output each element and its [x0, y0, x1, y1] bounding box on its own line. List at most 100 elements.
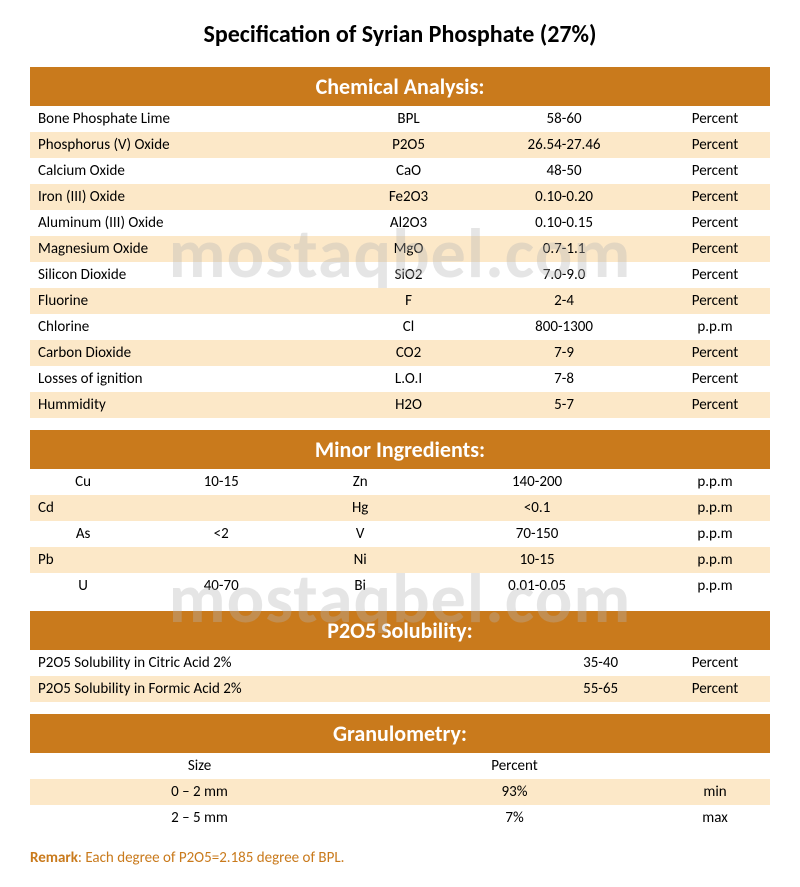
chem-name: Carbon Dioxide	[30, 340, 349, 366]
remark-text: : Each degree of P2O5=2.185 degree of BP…	[78, 849, 345, 867]
chem-symbol: H2O	[349, 392, 468, 418]
table-row: 2 – 5 mm7%max	[30, 805, 770, 831]
gran-size: 2 – 5 mm	[30, 805, 369, 831]
chem-unit: p.p.m	[660, 314, 770, 340]
table-row: CdHg<0.1p.p.m	[30, 495, 770, 521]
chem-value: 800-1300	[468, 314, 660, 340]
gran-size: 0 – 2 mm	[30, 779, 369, 805]
sol-name: P2O5 Solubility in Citric Acid 2%	[30, 650, 541, 676]
remark-label: Remark	[30, 849, 78, 867]
chem-value: 7-8	[468, 366, 660, 392]
chem-unit: Percent	[660, 288, 770, 314]
minor-elem2: Ni	[306, 547, 414, 573]
table-row: FluorineF2-4Percent	[30, 288, 770, 314]
sol-name: P2O5 Solubility in Formic Acid 2%	[30, 676, 541, 702]
chem-unit: Percent	[660, 366, 770, 392]
chem-unit: Percent	[660, 392, 770, 418]
chem-unit: Percent	[660, 262, 770, 288]
minor-val1: <2	[136, 521, 306, 547]
chem-symbol: BPL	[349, 106, 468, 132]
gran-type: min	[660, 779, 770, 805]
chem-unit: Percent	[660, 340, 770, 366]
sol-value: 55-65	[541, 676, 660, 702]
chem-unit: Percent	[660, 184, 770, 210]
chem-value: 26.54-27.46	[468, 132, 660, 158]
minor-unit: p.p.m	[660, 547, 770, 573]
chem-unit: Percent	[660, 236, 770, 262]
gran-percent: 7%	[369, 805, 660, 831]
table-row: Phosphorus (V) OxideP2O526.54-27.46Perce…	[30, 132, 770, 158]
sol-unit: Percent	[660, 676, 770, 702]
gran-head-percent: Percent	[369, 753, 660, 779]
chem-unit: Percent	[660, 158, 770, 184]
chem-name: Hummidity	[30, 392, 349, 418]
table-row: HummidityH2O5-7Percent	[30, 392, 770, 418]
minor-unit: p.p.m	[660, 573, 770, 599]
remark: Remark: Each degree of P2O5=2.185 degree…	[30, 849, 770, 867]
minor-elem2: Bi	[306, 573, 414, 599]
chem-unit: Percent	[660, 210, 770, 236]
table-row: 0 – 2 mm93%min	[30, 779, 770, 805]
minor-val2: 70-150	[414, 521, 660, 547]
minor-unit: p.p.m	[660, 521, 770, 547]
minor-val2: 10-15	[414, 547, 660, 573]
minor-val2: 140-200	[414, 469, 660, 495]
chem-symbol: Al2O3	[349, 210, 468, 236]
table-row: Aluminum (III) OxideAl2O30.10-0.15Percen…	[30, 210, 770, 236]
gran-head-size: Size	[30, 753, 369, 779]
chem-name: Aluminum (III) Oxide	[30, 210, 349, 236]
chem-symbol: SiO2	[349, 262, 468, 288]
chem-name: Calcium Oxide	[30, 158, 349, 184]
chem-name: Chlorine	[30, 314, 349, 340]
chem-value: 5-7	[468, 392, 660, 418]
sol-unit: Percent	[660, 650, 770, 676]
minor-val1: 10-15	[136, 469, 306, 495]
minor-table: Cu10-15Zn140-200p.p.mCdHg<0.1p.p.mAs<2V7…	[30, 469, 770, 599]
chem-unit: Percent	[660, 106, 770, 132]
chem-name: Fluorine	[30, 288, 349, 314]
minor-val1	[136, 495, 306, 521]
chem-symbol: MgO	[349, 236, 468, 262]
minor-val1: 40-70	[136, 573, 306, 599]
minor-val1	[136, 547, 306, 573]
table-row: Calcium OxideCaO48-50Percent	[30, 158, 770, 184]
table-row: Iron (III) OxideFe2O30.10-0.20Percent	[30, 184, 770, 210]
minor-elem1: U	[30, 573, 136, 599]
minor-elem2: V	[306, 521, 414, 547]
table-row: SizePercent	[30, 753, 770, 779]
chem-symbol: Fe2O3	[349, 184, 468, 210]
chem-value: 2-4	[468, 288, 660, 314]
minor-elem1: As	[30, 521, 136, 547]
minor-elem1: Cu	[30, 469, 136, 495]
table-row: Losses of ignitionL.O.I7-8Percent	[30, 366, 770, 392]
chem-name: Bone Phosphate Lime	[30, 106, 349, 132]
granulometry-header: Granulometry:	[30, 714, 770, 753]
table-row: Bone Phosphate LimeBPL58-60Percent	[30, 106, 770, 132]
minor-elem2: Zn	[306, 469, 414, 495]
table-row: P2O5 Solubility in Citric Acid 2%35-40Pe…	[30, 650, 770, 676]
minor-val2: 0.01-0.05	[414, 573, 660, 599]
chem-symbol: L.O.I	[349, 366, 468, 392]
gran-head-blank	[660, 753, 770, 779]
minor-elem2: Hg	[306, 495, 414, 521]
chemical-header: Chemical Analysis:	[30, 67, 770, 106]
chem-value: 0.10-0.20	[468, 184, 660, 210]
chem-name: Phosphorus (V) Oxide	[30, 132, 349, 158]
minor-elem1: Cd	[30, 495, 136, 521]
minor-unit: p.p.m	[660, 469, 770, 495]
minor-elem1: Pb	[30, 547, 136, 573]
table-row: Cu10-15Zn140-200p.p.m	[30, 469, 770, 495]
minor-unit: p.p.m	[660, 495, 770, 521]
table-row: Silicon DioxideSiO27.0-9.0Percent	[30, 262, 770, 288]
chem-unit: Percent	[660, 132, 770, 158]
chem-symbol: CaO	[349, 158, 468, 184]
page-title: Specification of Syrian Phosphate (27%)	[30, 20, 770, 49]
table-row: P2O5 Solubility in Formic Acid 2%55-65Pe…	[30, 676, 770, 702]
chem-name: Iron (III) Oxide	[30, 184, 349, 210]
chem-symbol: F	[349, 288, 468, 314]
chem-value: 0.10-0.15	[468, 210, 660, 236]
chem-name: Silicon Dioxide	[30, 262, 349, 288]
gran-type: max	[660, 805, 770, 831]
gran-percent: 93%	[369, 779, 660, 805]
granulometry-table: SizePercent0 – 2 mm93%min2 – 5 mm7%max	[30, 753, 770, 831]
